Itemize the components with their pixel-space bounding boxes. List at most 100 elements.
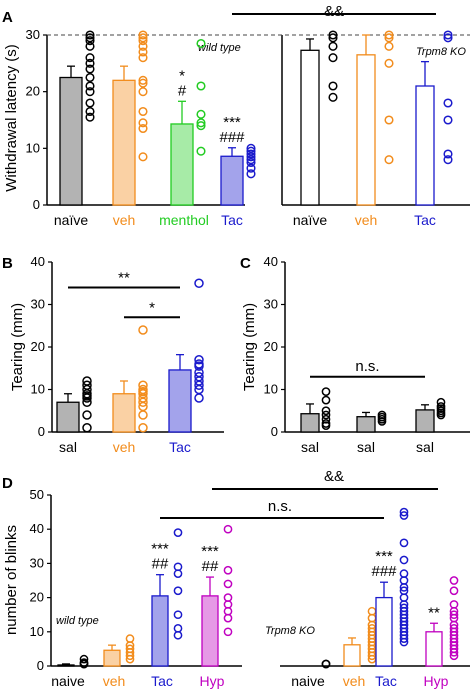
panel-b-cat-0-point-8 (82, 423, 92, 433)
panel-a-wt-3-point-7 (246, 169, 256, 179)
panel-c-cat-2-point-5 (436, 410, 446, 420)
panel-a-ko-1-point-2 (384, 41, 394, 51)
panel-d-ytick-label-5: 50 (30, 487, 44, 502)
panel-a-ko-1-point-4 (384, 115, 394, 125)
panel-d-wt-0-point-0 (79, 654, 89, 664)
panel-a-wt-0-point-3 (85, 41, 95, 51)
panel-a-wt-3-point-4 (246, 155, 256, 165)
panel-a-wt-1-point-11 (138, 123, 148, 134)
panel-a-wt-3-point-2 (246, 149, 256, 159)
panel-a-wt-0-point-2 (85, 36, 95, 46)
panel-a-ko-0-bar (300, 49, 320, 206)
panel-b-cat-1-point-0 (138, 325, 148, 335)
panel-a-top-sig: && (324, 3, 344, 20)
panel-a-wt-2-point-5 (196, 146, 206, 156)
panel-d-wt-1-point-5 (125, 654, 135, 664)
panel-c-ytick-label-3: 30 (264, 297, 278, 312)
panel-d-ko-3-point-4 (449, 610, 459, 620)
panel-b-bracket-label-1: * (149, 299, 155, 316)
panel-d-wt-0-bar (57, 664, 75, 667)
panel-a-wt-1-point-12 (138, 152, 148, 162)
panel-d-ko-1-bar (343, 644, 361, 667)
panel-c-cat-1-bar (356, 416, 376, 433)
panel-d-ko-3-category-label: Hyp (424, 673, 449, 689)
panel-b-cat-2-point-9 (194, 393, 204, 403)
panel-a-ko-1-point-5 (384, 155, 394, 165)
panel-d-wt-1-category-label: veh (103, 673, 126, 689)
panel-d-wt-2-point-6 (173, 630, 183, 640)
panel-a-wt-2-point-2 (196, 109, 206, 119)
panel-a-ko-2-point-4 (443, 149, 453, 159)
panel-a-wt-1-point-3 (138, 41, 148, 51)
panel-c-cat-0-point-0 (321, 387, 331, 396)
panel-a-wt-3-point-6 (246, 163, 256, 173)
panel-a-wt-1-point-4 (138, 47, 148, 57)
panel-a-wt-3-sig-0: ### (219, 129, 245, 146)
panel-c-ytick-label-1: 10 (264, 382, 278, 397)
panel-a-wt-0-point-12 (85, 112, 95, 122)
panel-a-wt-0-point-4 (85, 53, 95, 63)
panel-c-ytick-label-4: 40 (264, 254, 278, 269)
panel-c-cat-0-bar (300, 413, 320, 433)
panel-c-cat-0-point-3 (321, 410, 331, 420)
panel-a-ko-2-category-label: Tac (414, 212, 436, 228)
panel-a-wt-2-category-label: menthol (159, 212, 209, 228)
panel-d-wt-3-sig-1: *** (201, 543, 219, 560)
panel-b-cat-2-point-3 (194, 361, 204, 371)
panel-c-cat-2-point-0 (436, 397, 446, 407)
panel-c-cat-0-point-1 (321, 395, 331, 405)
panel-b-ytick-label-3: 30 (31, 297, 45, 312)
panel-a-ytick-label-3: 30 (26, 27, 40, 42)
panel-a-wt-0-point-8 (85, 81, 95, 91)
panel-d-wt-3-point-2 (223, 579, 233, 589)
panel-d-ytick-label-3: 30 (30, 555, 44, 570)
panel-d-wt-3-point-1 (223, 565, 233, 575)
panel-a-ko-1-bar (356, 54, 376, 206)
panel-a-wt-0-point-1 (85, 33, 95, 43)
panel-a-wt-3-sig-1: *** (223, 114, 241, 131)
panel-b-cat-1-bar (112, 393, 136, 433)
panel-d-ko-2-point-19 (399, 634, 409, 643)
panel-c-ytick-label-2: 20 (264, 339, 278, 354)
panel-a-ko-2-point-2 (443, 98, 453, 108)
panel-a-wt-1-bar (112, 79, 136, 206)
panel-a-note-trpm8ko: Trpm8 KO (416, 46, 466, 58)
panel-a-wt-0-point-10 (85, 98, 95, 108)
panel-a-wt-2-point-0 (196, 38, 206, 49)
panel-d-top-sig-1: && (324, 468, 344, 485)
panel-a-ko-1-point-0 (384, 30, 394, 40)
panel-b-ytick-label-2: 20 (31, 339, 45, 354)
panel-d-wt-2-point-2 (173, 569, 183, 579)
panel-a-wt-0-bar (59, 76, 83, 206)
panel-label-b: B (2, 255, 13, 272)
panel-b-cat-1-point-9 (138, 423, 148, 433)
panel-d-ytick-label-4: 40 (30, 521, 44, 536)
panel-a-wt-2-point-4 (196, 121, 206, 131)
panel-b-cat-0-point-7 (82, 410, 92, 420)
panel-a-wt-1-point-10 (138, 118, 148, 128)
panel-a-ko-0-category-label: naïve (293, 212, 327, 228)
panel-a-ko-0-point-5 (328, 92, 338, 102)
panel-a-wt-2-bar (170, 123, 194, 206)
panel-d-ko-2-sig-0: ### (371, 563, 397, 580)
panel-b-cat-1-category-label: veh (113, 439, 136, 455)
panel-a-ko-2-bar (415, 85, 435, 206)
panel-b-cat-1-point-8 (138, 410, 148, 420)
panel-d-wt-3-point-0 (223, 524, 233, 534)
panel-a-wt-2-point-3 (196, 118, 206, 128)
panel-a-ytick-label-2: 20 (26, 84, 40, 99)
panel-d-ko-2-point-2 (399, 538, 409, 548)
panel-d-note-trpm8ko: Trpm8 KO (265, 625, 315, 637)
panel-a-ko-2-point-3 (443, 115, 453, 125)
panel-a-ko-2-point-1 (443, 33, 453, 43)
panel-a-ko-0-point-3 (328, 53, 338, 63)
panel-label-a: A (2, 9, 13, 26)
panel-c-cat-2-category-label: sal (416, 439, 434, 455)
panel-a-wt-3-point-3 (246, 152, 256, 162)
panel-a-wt-3-category-label: Tac (221, 212, 243, 228)
panel-d-ko-3-bar (425, 631, 443, 667)
panel-d-ko-2-category-label: Tac (375, 673, 397, 689)
panel-d-ko-3-point-15 (449, 651, 459, 661)
panel-d-ytick-label-0: 0 (37, 658, 44, 673)
